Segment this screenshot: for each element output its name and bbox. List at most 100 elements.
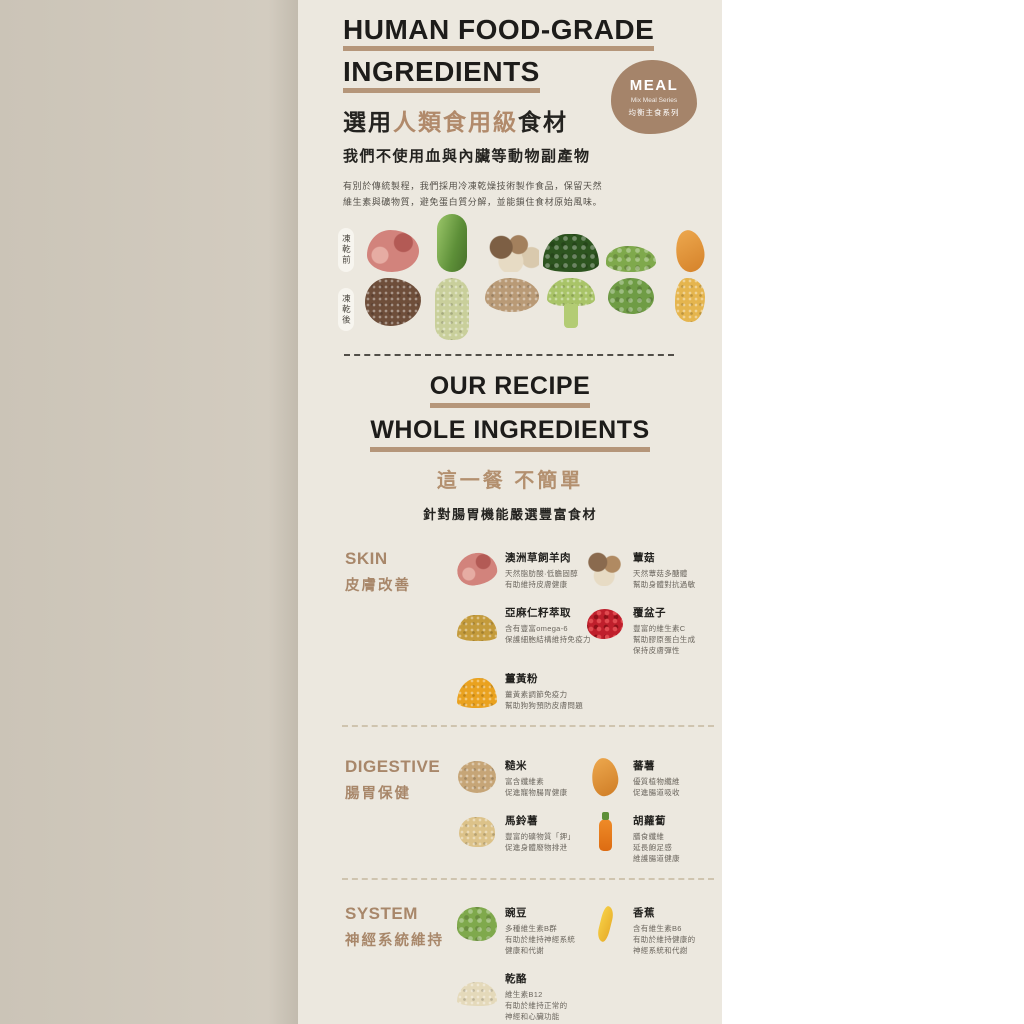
recipe-title-line2: WHOLE INGREDIENTS (298, 416, 722, 452)
ingredient-desc: 有助於維持神經系統 (505, 935, 576, 944)
ingredient-desc: 薑黃素調節免疫力 (505, 690, 568, 699)
recipe-subtext: 針對腸胃機能嚴選豐富食材 (422, 507, 597, 522)
section-title-en: SYSTEM (345, 904, 418, 923)
ingredient-grid: 糙米 富含纖維素 促進寵物腸胃健康 蕃薯 優質植物纖維 促進腸道吸收 馬鈴薯 豐… (457, 756, 722, 864)
header: HUMAN FOOD-GRADE INGREDIENTS 選用人類食用級食材 我… (298, 0, 722, 210)
pea-icon (457, 907, 497, 941)
subtitle-highlight: 人類食用級 (393, 109, 518, 135)
intro-paragraph: 有別於傳統製程，我們採用冷凍乾燥技術製作食品，保留天然 維生素與礦物質，避免蛋白… (343, 178, 722, 210)
ingredient-desc: 保持皮膚彈性 (633, 646, 680, 655)
brown-rice-icon (458, 761, 496, 793)
content-column: HUMAN FOOD-GRADE INGREDIENTS 選用人類食用級食材 我… (298, 0, 722, 1024)
title-text: INGREDIENTS (343, 58, 540, 93)
peas-fresh-image (606, 246, 657, 272)
ingredient-title: 蕃薯 (633, 760, 655, 772)
ingredient-item: 馬鈴薯 豐富的礦物質「鉀」 促進身體廢物排泄 (457, 812, 585, 864)
title-text: WHOLE INGREDIENTS (370, 416, 650, 452)
meal-badge: MEAL Mix Meal Series 均衡主食系列 (611, 60, 697, 134)
loofah-fresh-image (437, 214, 468, 272)
subtitle-cn: 選用人類食用級食材 (343, 103, 722, 137)
column-broccoli (543, 220, 600, 342)
ingredient-desc: 維護腸道健康 (633, 854, 680, 863)
ingredient-desc: 膳食纖維 (633, 832, 665, 841)
ingredient-desc: 神經和心臟功能 (505, 1012, 560, 1021)
subtitle-prefix: 選用 (343, 109, 393, 135)
section-label: DIGESTIVE 腸胃保健 (345, 757, 457, 864)
ingredient-grid: 澳洲草飼羊肉 天然脂肪酸·低膽固醇 有助維持皮膚健康 蕈菇 天然蕈菇多醣體 幫助… (454, 549, 722, 711)
ingredient-title: 蕈菇 (633, 552, 655, 564)
peas-dried-image (608, 278, 655, 314)
ingredient-title: 豌豆 (505, 907, 527, 919)
sweet-potato-dried-image (675, 278, 706, 322)
ingredient-item: 澳洲草飼羊肉 天然脂肪酸·低膽固醇 有助維持皮膚健康 (454, 549, 585, 590)
subtitle-suffix: 食材 (518, 109, 568, 135)
ingredient-desc: 優質植物纖維 (633, 777, 680, 786)
badge-title: MEAL (629, 76, 679, 94)
potato-icon (459, 817, 495, 847)
sweet-potato-icon (589, 756, 621, 798)
recipe-tagline: 這一餐 不簡單 (436, 470, 584, 492)
ingredient-desc: 幫助膠原蛋白生成 (633, 635, 696, 644)
ingredient-desc: 有助維持皮膚健康 (505, 580, 568, 589)
ingredient-desc: 神經系統和代謝 (633, 946, 688, 955)
section-skin: SKIN 皮膚改善 澳洲草飼羊肉 天然脂肪酸·低膽固醇 有助維持皮膚健康 蕈菇 … (345, 549, 722, 711)
ingredient-title: 覆盆子 (633, 607, 666, 619)
column-peas (603, 220, 658, 342)
badge-subtitle-en: Mix Meal Series (630, 96, 678, 104)
column-sweet-potato (663, 220, 718, 342)
ingredient-desc: 含有維生素B6 (633, 924, 682, 933)
label-after-freeze-dry: 凍乾後 (338, 287, 355, 331)
ingredient-item: 蕈菇 天然蕈菇多醣體 幫助身體對抗過敏 (585, 549, 722, 590)
label-before-freeze-dry: 凍乾前 (338, 228, 355, 272)
ingredient-desc: 有助於維持健康的 (633, 935, 696, 944)
page-title-line2: INGREDIENTS (343, 58, 722, 93)
recipe-title-line1: OUR RECIPE (298, 372, 722, 408)
ingredient-desc: 含有豐富omega-6 (505, 624, 568, 633)
ingredient-item: 薑黃粉 薑黃素調節免疫力 幫助狗狗預防皮膚問題 (457, 670, 585, 711)
ingredient-desc: 天然蕈菇多醣體 (633, 569, 688, 578)
cheese-icon (457, 982, 497, 1006)
lamb-fresh-image (366, 230, 419, 272)
recipe-heading: OUR RECIPE WHOLE INGREDIENTS 這一餐 不簡單 針對腸… (298, 372, 722, 523)
ingredient-desc: 促進身體廢物排泄 (505, 843, 568, 852)
section-divider (344, 354, 674, 356)
section-title-cn: 皮膚改善 (345, 578, 411, 594)
page-title-line1: HUMAN FOOD-GRADE (343, 16, 722, 51)
title-text: OUR RECIPE (429, 372, 591, 408)
ingredient-title: 亞麻仁籽萃取 (505, 607, 571, 619)
ingredient-item: 乾酪 維生素B12 有助於維持正常的 神經和心臟功能 (457, 970, 585, 1022)
freeze-dry-comparison: 凍乾前 凍乾後 (334, 214, 722, 342)
ingredient-title: 糙米 (505, 760, 527, 772)
section-title-en: DIGESTIVE (345, 757, 441, 776)
ingredient-title: 澳洲草飼羊肉 (505, 552, 571, 564)
section-label: SYSTEM 神經系統維持 (345, 904, 457, 1022)
ingredient-item: 亞麻仁籽萃取 含有豐富omega-6 保護細胞結構維持免疫力 (457, 604, 591, 656)
banana-icon (595, 905, 615, 943)
subheading: 我們不使用血與內臟等動物副產物 (343, 148, 591, 165)
ingredient-desc: 延長飽足感 (633, 843, 672, 852)
mushroom-icon (585, 552, 625, 586)
section-divider (342, 878, 714, 880)
ingredient-desc: 保護細胞結構維持免疫力 (505, 635, 591, 644)
ingredient-item: 糙米 富含纖維素 促進寵物腸胃健康 (457, 757, 585, 798)
ingredient-desc: 豐富的礦物質「鉀」 (505, 832, 576, 841)
badge-subtitle-cn: 均衡主食系列 (628, 107, 680, 117)
broccoli-fresh-image (543, 234, 600, 272)
section-title-cn: 腸胃保健 (345, 786, 411, 802)
ingredient-desc: 豐富的維生素C (633, 624, 686, 633)
left-margin-panel (0, 0, 298, 1024)
section-title-cn: 神經系統維持 (345, 933, 444, 949)
ingredient-desc: 促進寵物腸胃健康 (505, 788, 568, 797)
ingredient-desc: 富含纖維素 (505, 777, 544, 786)
intro-line: 維生素與礦物質，避免蛋白質分解，並能鎖住食材原始風味。 (343, 197, 603, 207)
section-title-en: SKIN (345, 549, 388, 568)
section-system: SYSTEM 神經系統維持 豌豆 多種維生素B群 有助於維持神經系統 健康和代謝… (345, 904, 722, 1022)
column-lamb (364, 220, 421, 342)
carrot-icon (598, 812, 612, 851)
section-divider (342, 725, 714, 727)
ingredient-title: 香蕉 (633, 907, 655, 919)
ingredient-item: 蕃薯 優質植物纖維 促進腸道吸收 (585, 756, 722, 798)
flaxseed-icon (457, 615, 497, 641)
ingredient-desc: 幫助身體對抗過敏 (633, 580, 696, 589)
